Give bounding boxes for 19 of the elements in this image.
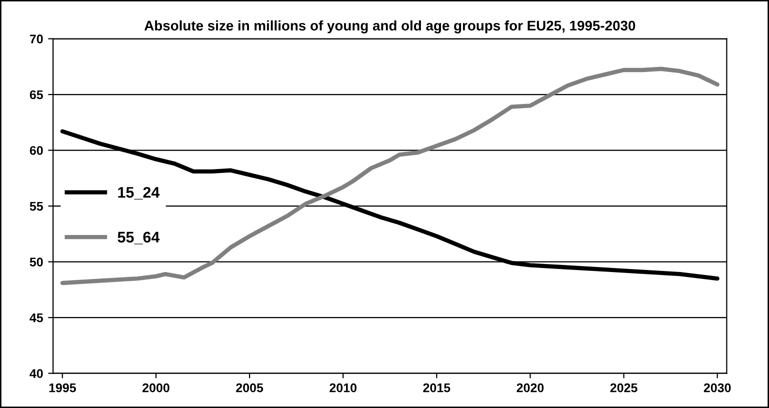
x-tick-label: 2005 xyxy=(236,383,264,392)
x-tick-label: 1995 xyxy=(49,383,76,392)
x-tick-label: 2025 xyxy=(610,383,638,392)
chart-title: Absolute size in millions of young and old age groups for EU25, 1995-2030 xyxy=(144,20,636,34)
y-tick-label: 45 xyxy=(30,313,43,322)
y-tick-label: 70 xyxy=(30,34,43,44)
y-tick-label: 55 xyxy=(30,202,43,211)
y-tick-label: 65 xyxy=(30,90,43,100)
y-tick-label: 50 xyxy=(30,258,43,266)
x-tick-label: 2030 xyxy=(704,383,731,392)
legend-label: 55_64 xyxy=(118,232,160,244)
y-tick-label: 40 xyxy=(30,369,43,378)
x-tick-label: 2015 xyxy=(423,383,450,392)
line-series xyxy=(60,66,720,286)
legend-label: 15_24 xyxy=(118,186,160,200)
x-tick-label: 2000 xyxy=(142,383,170,392)
x-tick-label: 2020 xyxy=(516,383,544,392)
x-tick-label: 2010 xyxy=(330,383,356,392)
y-tick-label: 60 xyxy=(30,146,43,155)
